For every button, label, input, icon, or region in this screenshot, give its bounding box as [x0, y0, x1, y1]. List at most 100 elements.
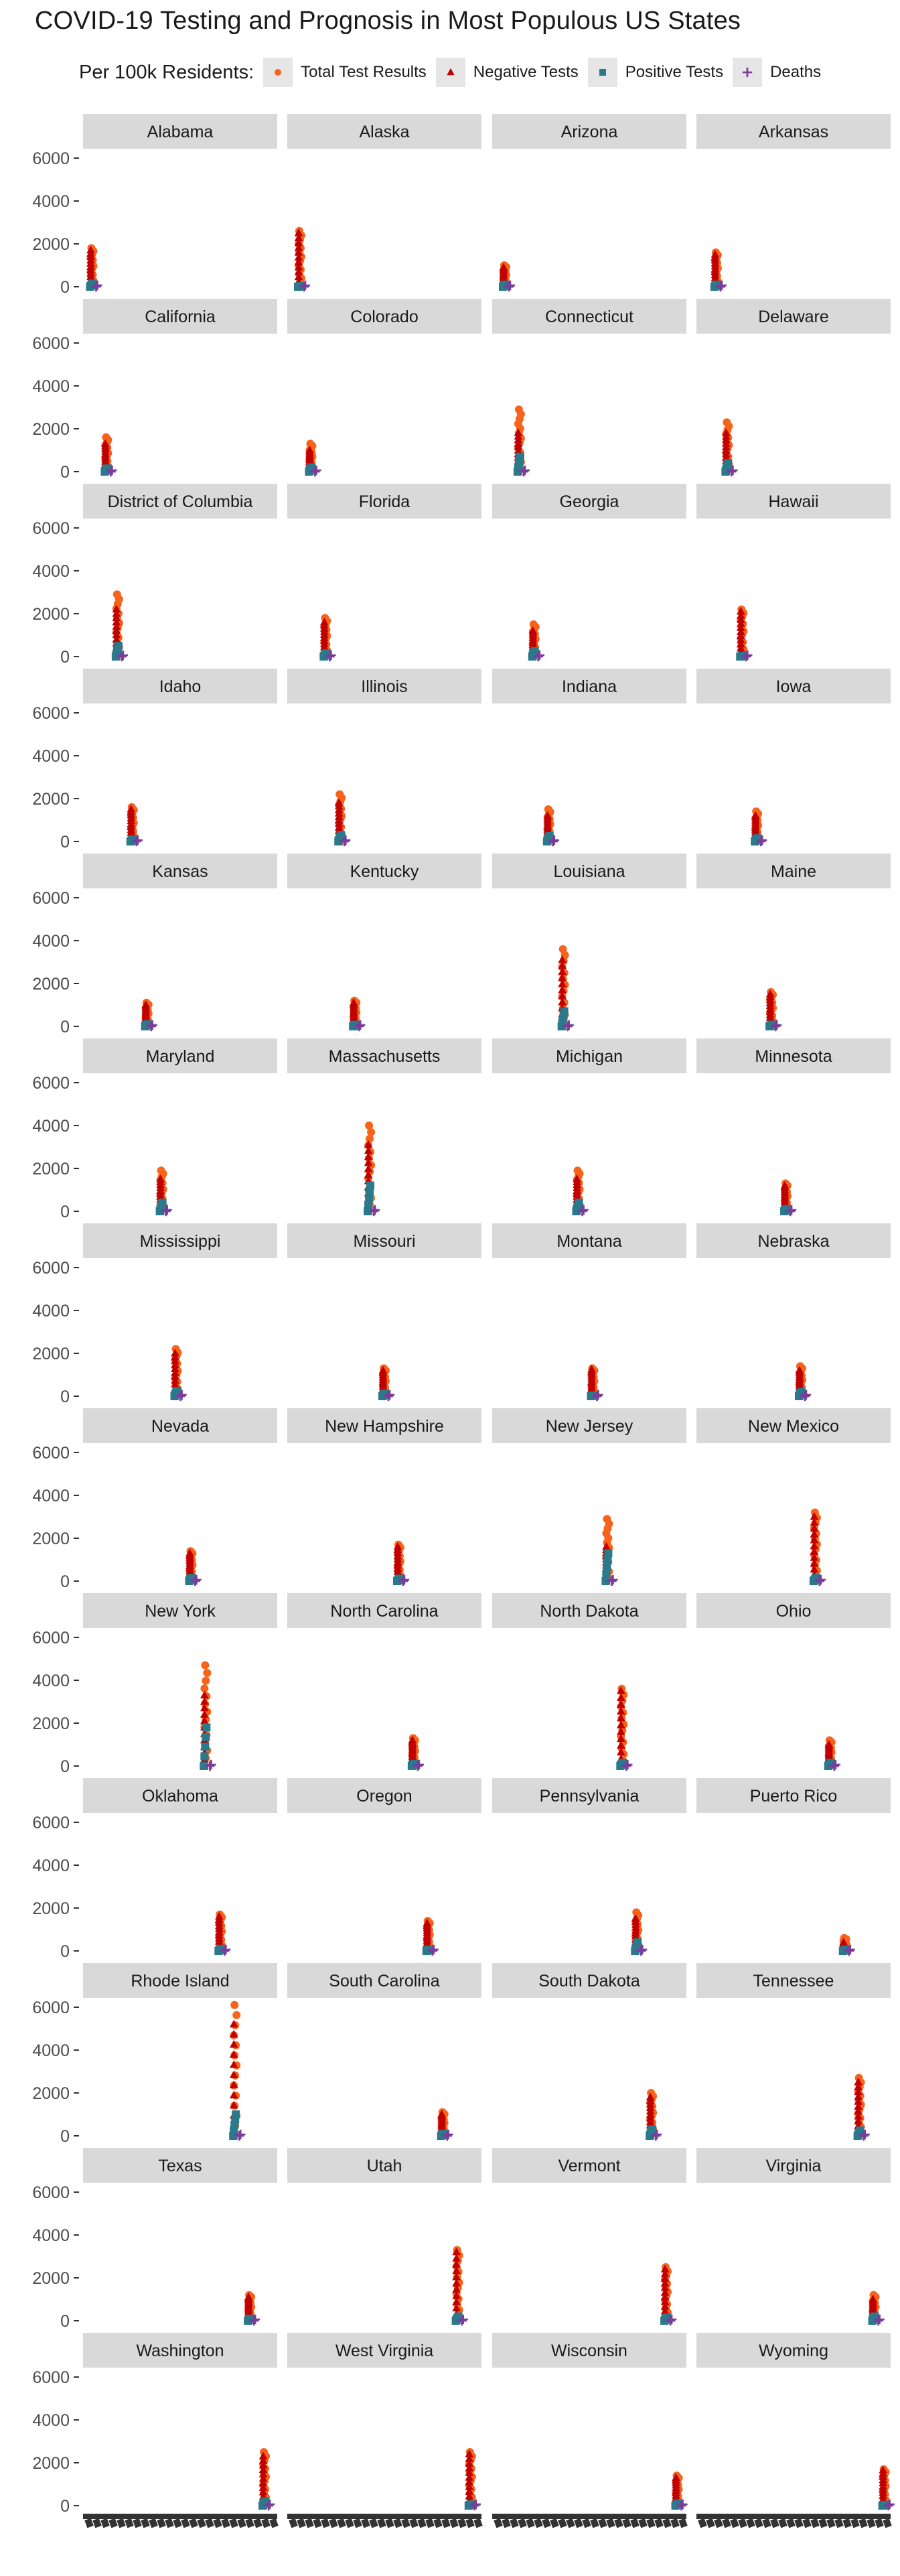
marker-negative — [528, 626, 538, 634]
marker-deaths — [638, 1944, 648, 1955]
facet-panel: Tennessee — [696, 1963, 891, 2141]
marker-total — [321, 614, 329, 622]
marker-negative — [616, 1720, 625, 1728]
facet-panel: North Dakota — [492, 1593, 686, 1771]
facet-label: Kentucky — [350, 862, 419, 881]
legend-label: Positive Tests — [625, 63, 724, 81]
y-tick-label: 0 — [60, 1757, 70, 1776]
marker-negative — [465, 2492, 474, 2500]
facet-label: California — [145, 308, 216, 326]
facet-strip — [83, 114, 277, 149]
y-tick-label: 0 — [60, 1018, 70, 1036]
marker-negative — [616, 1693, 625, 1701]
marker-deaths — [354, 1021, 364, 1032]
marker-negative — [349, 998, 358, 1006]
marker-deaths — [175, 1391, 185, 1402]
marker-negative — [294, 233, 303, 241]
marker-total — [232, 2011, 241, 2019]
marker-negative — [660, 2279, 670, 2287]
marker-positive — [454, 2312, 463, 2321]
marker-negative — [229, 2100, 238, 2109]
facet-label: Indiana — [562, 677, 617, 696]
marker-negative — [616, 1686, 625, 1694]
facet-panel: Michigan — [492, 1038, 686, 1217]
facet-label: South Dakota — [538, 1972, 640, 1990]
facet-label: Maine — [771, 862, 816, 881]
marker-negative — [616, 1700, 625, 1708]
marker-total — [102, 433, 110, 442]
marker-deaths — [205, 1761, 215, 1771]
marker-negative — [452, 2297, 461, 2305]
marker-negative — [869, 2295, 877, 2303]
facet-panel: Illinois — [287, 669, 481, 847]
marker-negative — [854, 2106, 862, 2115]
facet-strip — [83, 299, 277, 334]
facet-label: Idaho — [159, 677, 202, 696]
facet-panel: Maine — [696, 854, 891, 1032]
marker-negative — [660, 2288, 670, 2296]
marker-negative — [854, 2087, 862, 2096]
facet-panel: Mississippi 0 2000 4000 6000 — [32, 1223, 277, 1406]
marker-deaths — [875, 2314, 885, 2325]
legend-entry: Deaths — [733, 58, 821, 87]
facet-panel: Florida — [287, 484, 481, 662]
legend-entry: Negative Tests — [435, 58, 579, 87]
facet-label: Oregon — [356, 1787, 412, 1806]
marker-total — [200, 1684, 209, 1693]
facet-panel: Nebraska — [696, 1223, 891, 1402]
y-tick-label: 6000 — [32, 519, 70, 538]
facet-panel: Kentucky — [287, 854, 481, 1032]
marker-deaths — [757, 835, 767, 845]
y-tick-label: 6000 — [32, 2183, 70, 2202]
facet-panel: Montana — [492, 1223, 686, 1402]
marker-negative — [294, 253, 303, 261]
marker-negative — [423, 1918, 432, 1927]
facet-strip — [83, 1223, 277, 1258]
y-tick-label: 2000 — [32, 1530, 70, 1548]
marker-negative — [558, 998, 567, 1006]
marker-deaths — [665, 2315, 676, 2326]
marker-positive — [366, 1181, 375, 1190]
marker-negative — [141, 1000, 151, 1008]
facet-strip — [696, 2333, 891, 2368]
facet-strip — [696, 114, 891, 149]
facet-label: North Dakota — [540, 1602, 638, 1621]
marker-negative — [294, 272, 303, 281]
marker-negative — [879, 2465, 887, 2473]
marker-total — [869, 2291, 878, 2299]
marker-negative — [736, 639, 745, 648]
marker-negative — [616, 1747, 625, 1756]
facet-panel: Oklahoma 0 2000 4000 6000 — [32, 1778, 277, 1961]
marker-negative — [465, 2454, 474, 2462]
facet-panel: Texas 0 2000 4000 6000 — [32, 2148, 277, 2331]
marker-deaths — [355, 1020, 366, 1030]
marker-deaths — [636, 1946, 646, 1956]
marker-negative — [437, 2110, 447, 2118]
y-tick-label: 2000 — [32, 2269, 70, 2288]
marker-deaths — [190, 1576, 200, 1586]
marker-total — [796, 1362, 804, 1371]
marker-positive — [307, 463, 316, 472]
marker-negative — [229, 2070, 238, 2078]
marker-deaths — [429, 1944, 439, 1955]
marker-positive — [200, 1752, 209, 1761]
marker-negative — [408, 1735, 417, 1744]
y-tick-label: 6000 — [32, 1998, 70, 2017]
marker-deaths — [608, 1574, 618, 1585]
facet-panel: New Mexico — [696, 1408, 891, 1586]
facet-panel: Arkansas — [696, 114, 891, 292]
marker-deaths — [399, 1574, 410, 1585]
marker-negative — [660, 2283, 670, 2291]
facet-strip — [696, 1408, 891, 1443]
marker-total — [201, 1661, 210, 1670]
y-tick-label: 0 — [60, 2312, 70, 2331]
y-tick-label: 0 — [60, 1203, 70, 1221]
marker-deaths — [469, 2500, 479, 2511]
marker-deaths — [621, 1761, 631, 1771]
facet-label: Delaware — [758, 308, 829, 326]
marker-positive — [202, 1723, 211, 1732]
marker-negative — [364, 1146, 373, 1154]
facet-label: Minnesota — [755, 1047, 832, 1066]
marker-deaths — [220, 1946, 230, 1956]
facet-panel: New York 0 2000 4000 6000 — [32, 1593, 277, 1776]
